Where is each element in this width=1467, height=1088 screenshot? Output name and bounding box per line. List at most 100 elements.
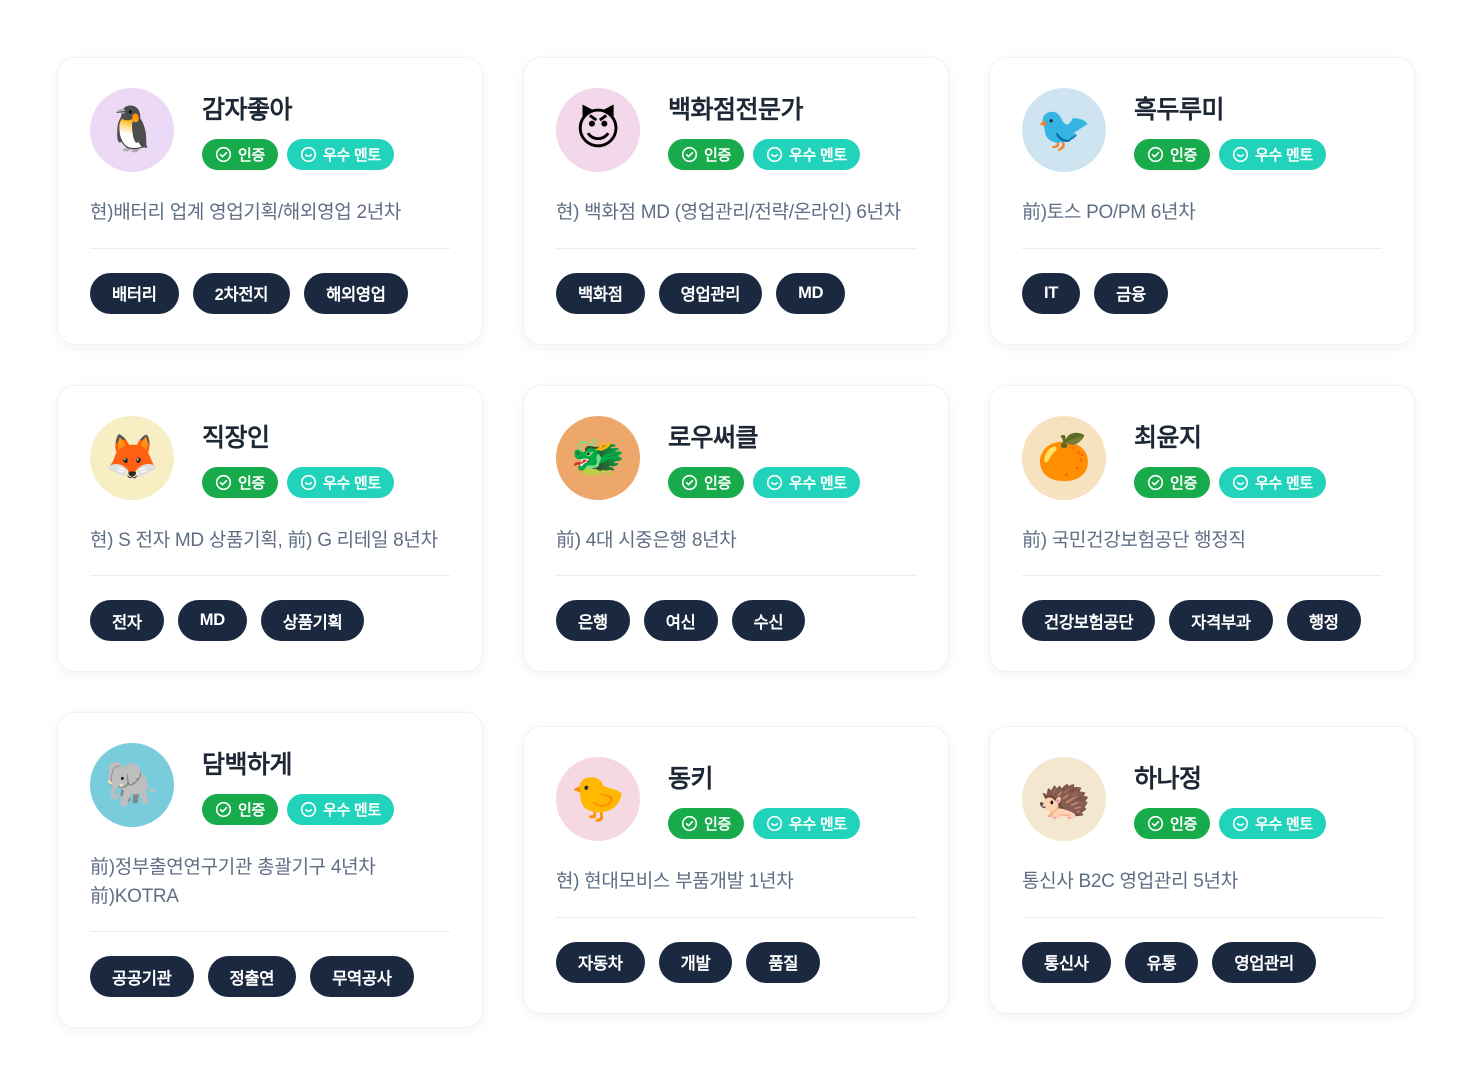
mentor-description-line: 前)토스 PO/PM 6년차 [1022,202,1196,223]
card-head-text: 하나정 인증 [1134,759,1326,840]
tag-pill[interactable]: 건강보험공단 [1022,600,1156,641]
verified-badge-label: 인증 [1170,147,1198,164]
smile-circle-icon [766,815,783,832]
mentor-description: 前) 국민건강보험공단 행정직 [1022,527,1382,556]
mentor-card[interactable]: 🐧 감자좋아 인증 [57,57,483,345]
excellent-mentor-badge-label: 우수 멘토 [1255,816,1313,834]
tag-pill[interactable]: 배터리 [90,272,179,314]
mentor-name: 하나정 [1134,765,1202,794]
badge-row: 인증 우수 멘토 [1134,466,1326,498]
excellent-mentor-badge-label: 우수 멘토 [789,816,847,834]
tag-pill[interactable]: 수신 [731,600,806,641]
tag-pill[interactable]: 영업관리 [1212,941,1316,983]
verified-badge: 인증 [1134,466,1211,498]
avatar-emoji: 🐧 [104,105,160,154]
tag-pill[interactable]: 은행 [556,600,630,641]
mentor-name: 로우써클 [668,423,759,452]
card-header: 🐧 감자좋아 인증 [90,88,450,172]
tag-pill[interactable]: 2차전지 [192,272,291,314]
mentor-description: 현) 현대모비스 부품개발 1년차 [556,868,916,897]
tag-pill[interactable]: 전자 [90,600,164,641]
avatar-emoji: 🐘 [104,760,160,809]
card-head-text: 담백하게 인증 [202,745,394,825]
mentor-grid: 🐧 감자좋아 인증 [57,57,1415,1028]
dragon-avatar: 🐲 [556,415,640,500]
check-circle-icon [681,474,698,491]
mentor-card[interactable]: 🐦 흑두루미 인증 [989,57,1415,345]
excellent-mentor-badge: 우수 멘토 [753,466,860,498]
tag-pill[interactable]: 여신 [643,600,718,641]
card-head-text: 로우써클 인증 [668,418,860,498]
tag-pill[interactable]: 품질 [746,941,821,983]
tag-pill[interactable]: 금융 [1094,272,1168,314]
mentor-description-line: 현) 백화점 MD (영업관리/전략/온라인) 6년차 [556,202,901,223]
verified-badge: 인증 [1134,808,1211,840]
mentor-description: 현) 백화점 MD (영업관리/전략/온라인) 6년차 [556,199,916,228]
mentor-card[interactable]: 🐤 동키 인증 [523,726,949,1014]
tag-pill[interactable]: 해외영업 [304,272,408,314]
mentor-description: 현) S 전자 MD 상품기획, 前) G 리테일 8년차 [90,527,450,556]
tag-pill[interactable]: 영업관리 [658,272,763,314]
mentor-card[interactable]: 🦔 하나정 인증 [989,726,1415,1014]
smile-circle-icon [766,474,783,491]
card-head-text: 동키 인증 [668,759,860,840]
tag-pill[interactable]: 정출연 [207,956,297,997]
tag-pill[interactable]: 통신사 [1022,941,1111,983]
tag-pill[interactable]: 자격부과 [1169,600,1273,641]
tag-pill[interactable]: 개발 [658,941,733,983]
excellent-mentor-badge: 우수 멘토 [1219,466,1326,498]
tag-pill[interactable]: 공공기관 [90,956,194,997]
divider [556,575,916,576]
avatar-emoji: 🦊 [104,432,160,482]
astronaut-fox-avatar: 🦊 [90,415,174,500]
mentor-card[interactable]: 🍊 최윤지 인증 [989,384,1415,672]
mentor-name: 동키 [668,765,714,794]
tag-pill[interactable]: MD [177,600,247,641]
badge-row: 인증 우수 멘토 [668,808,860,840]
verified-badge-label: 인증 [238,802,266,819]
verified-badge-label: 인증 [238,474,266,492]
verified-badge: 인증 [668,808,745,840]
tag-pill[interactable]: 상품기획 [260,600,365,641]
mentor-description-line: 현)배터리 업계 영업기획/해외영업 2년차 [90,202,402,223]
excellent-mentor-badge: 우수 멘토 [753,808,860,840]
excellent-mentor-badge: 우수 멘토 [287,794,394,825]
divider [90,575,450,576]
mentor-description: 前) 4대 시중은행 8년차 [556,527,916,556]
mentor-card[interactable]: 🐲 로우써클 인증 [523,384,949,672]
tag-pill[interactable]: 백화점 [556,272,645,314]
mentor-name: 담백하게 [202,751,293,779]
ostrich-avatar: 🐤 [556,757,640,842]
smile-circle-icon [766,146,783,163]
mentor-name: 백화점전문가 [668,96,804,124]
badge-row: 인증 우수 멘토 [668,139,860,170]
tag-row: 자동차 개발 품질 [556,941,916,983]
tag-row: 공공기관 정출연 무역공사 [90,956,450,997]
mentor-card[interactable]: 😈 백화점전문가 인증 [523,57,949,345]
mentor-description-line: 前)KOTRA [90,885,179,907]
excellent-mentor-badge-label: 우수 멘토 [1255,147,1313,164]
badge-row: 인증 우수 멘토 [668,466,860,498]
penguin-avatar: 🐧 [90,88,174,172]
tag-pill[interactable]: 행정 [1286,600,1361,641]
avatar-emoji: 🐦 [1036,105,1092,154]
verified-badge-label: 인증 [1170,474,1198,492]
avatar-emoji: 🦔 [1036,774,1092,824]
card-head-text: 감자좋아 인증 [202,90,394,170]
excellent-mentor-badge-label: 우수 멘토 [323,474,381,492]
mentor-card[interactable]: 🐘 담백하게 인증 [57,712,483,1028]
badge-row: 인증 우수 멘토 [202,466,394,498]
divider [90,931,450,932]
mentor-card[interactable]: 🦊 직장인 인증 [57,384,483,672]
tag-pill[interactable]: 무역공사 [310,956,414,997]
crane-avatar: 🐦 [1022,88,1106,172]
mentor-name: 최윤지 [1134,423,1202,452]
check-circle-icon [215,801,232,818]
excellent-mentor-badge: 우수 멘토 [287,466,394,498]
tag-pill[interactable]: IT [1022,272,1081,314]
tag-pill[interactable]: MD [776,272,846,314]
tag-pill[interactable]: 자동차 [556,941,645,983]
card-header: 🐤 동키 인증 [556,757,916,842]
smile-circle-icon [1232,474,1249,491]
tag-pill[interactable]: 유통 [1124,941,1199,983]
